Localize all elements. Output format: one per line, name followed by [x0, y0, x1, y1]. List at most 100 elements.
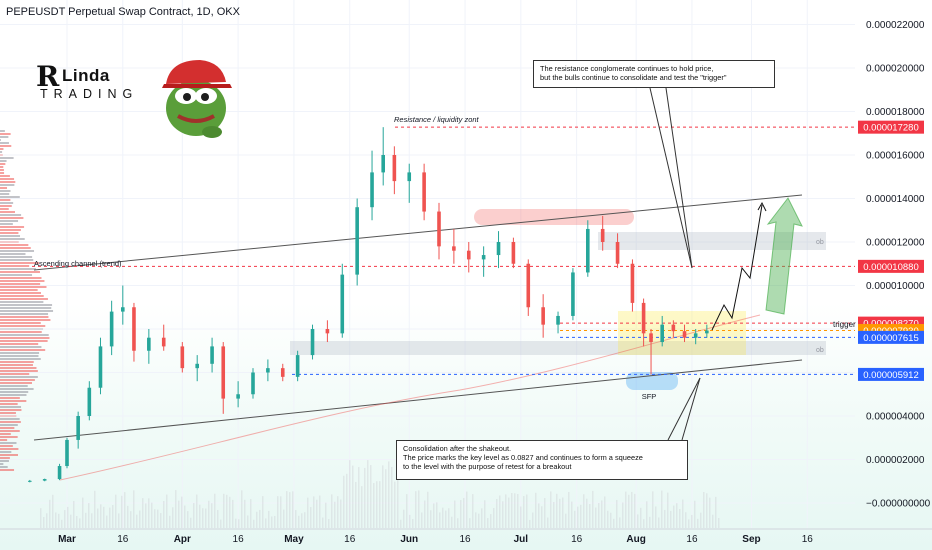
- candle-body: [526, 264, 530, 308]
- volume-bar: [541, 506, 543, 528]
- volume-bar: [46, 513, 48, 528]
- volume-profile-bar: [0, 160, 7, 162]
- volume-bar: [244, 500, 246, 528]
- volume-bar: [325, 503, 327, 528]
- volume-bar: [445, 511, 447, 528]
- volume-bar: [688, 519, 690, 528]
- volume-bar: [277, 496, 279, 528]
- candle-body: [210, 346, 214, 363]
- volume-bar: [358, 467, 360, 528]
- volume-profile-bar: [0, 340, 48, 342]
- volume-bar: [208, 501, 210, 528]
- volume-bar: [664, 510, 666, 528]
- volume-bar: [601, 500, 603, 528]
- volume-profile-bar: [0, 397, 20, 399]
- volume-bar: [259, 510, 261, 528]
- y-tick-label: 0.000022000: [866, 20, 925, 31]
- volume-profile-bar: [0, 451, 11, 453]
- volume-bar: [628, 495, 630, 528]
- volume-bar: [145, 503, 147, 528]
- candle-body: [586, 229, 590, 273]
- trigger-label: trigger: [833, 320, 856, 329]
- volume-bar: [367, 460, 369, 528]
- volume-bar: [508, 498, 510, 528]
- volume-bar: [211, 503, 213, 528]
- volume-bar: [73, 501, 75, 528]
- volume-bar: [637, 514, 639, 528]
- candle-body: [437, 212, 441, 247]
- volume-profile-bar: [0, 376, 38, 378]
- candle-body: [181, 346, 185, 368]
- volume-profile-bar: [0, 430, 20, 432]
- volume-bar: [64, 510, 66, 528]
- volume-bar: [670, 511, 672, 528]
- candle-body: [571, 272, 575, 316]
- volume-bar: [385, 469, 387, 528]
- volume-bar: [607, 511, 609, 528]
- candle-body: [556, 316, 560, 325]
- volume-profile-bar: [0, 178, 14, 180]
- volume-bar: [349, 460, 351, 528]
- volume-profile-bar: [0, 274, 32, 276]
- volume-bar: [40, 508, 42, 528]
- candle-body: [497, 242, 501, 255]
- volume-profile-bar: [0, 208, 9, 210]
- volume-bar: [298, 516, 300, 528]
- volume-bar: [604, 496, 606, 528]
- volume-bar: [631, 492, 633, 528]
- volume-bar: [400, 520, 402, 528]
- volume-profile-bar: [0, 301, 43, 303]
- volume-bar: [295, 510, 297, 528]
- volume-bar: [619, 517, 621, 528]
- volume-profile-bar: [0, 145, 11, 147]
- volume-bar: [646, 501, 648, 528]
- candle-body: [195, 364, 199, 368]
- volume-profile-bar: [0, 142, 9, 144]
- volume-bar: [289, 492, 291, 528]
- volume-bar: [307, 498, 309, 528]
- volume-profile-bar: [0, 379, 35, 381]
- volume-profile-bar: [0, 295, 44, 297]
- volume-profile-bar: [0, 322, 41, 324]
- volume-profile-bar: [0, 172, 4, 174]
- volume-bar: [694, 501, 696, 528]
- volume-bar: [460, 500, 462, 528]
- volume-bar: [649, 517, 651, 528]
- volume-bar: [643, 519, 645, 528]
- volume-bar: [130, 511, 132, 528]
- volume-profile-bar: [0, 337, 49, 339]
- volume-bar: [685, 512, 687, 528]
- volume-bar: [406, 494, 408, 528]
- volume-bar: [505, 494, 507, 528]
- volume-profile-bar: [0, 169, 4, 171]
- candle-body: [631, 264, 635, 303]
- candle-body: [381, 155, 385, 172]
- chart-title: PEPEUSDT Perpetual Swap Contract, 1D, OK…: [6, 6, 240, 18]
- volume-profile-bar: [0, 304, 52, 306]
- volume-bar: [106, 516, 108, 528]
- volume-bar: [568, 492, 570, 528]
- candle-body: [266, 368, 270, 372]
- candle-body: [482, 255, 486, 259]
- volume-bar: [271, 516, 273, 528]
- volume-bar: [76, 516, 78, 528]
- volume-profile-bar: [0, 343, 38, 345]
- volume-profile-bar: [0, 436, 18, 438]
- volume-profile-bar: [0, 268, 36, 270]
- volume-profile-bar: [0, 466, 8, 468]
- candle-body: [601, 229, 605, 242]
- y-tick-label: 0.000016000: [866, 151, 925, 162]
- candle-body: [393, 155, 397, 181]
- volume-bar: [451, 517, 453, 528]
- volume-profile-bar: [0, 433, 11, 435]
- volume-bar: [127, 506, 129, 528]
- volume-profile-bar: [0, 253, 25, 255]
- volume-bar: [265, 518, 267, 528]
- volume-bar: [343, 476, 345, 528]
- volume-profile-bar: [0, 250, 34, 252]
- volume-profile-bar: [0, 217, 23, 219]
- volume-profile-bar: [0, 271, 40, 273]
- callout-pointer-bottom: [682, 378, 700, 440]
- volume-profile-bar: [0, 445, 13, 447]
- volume-profile-bar: [0, 406, 21, 408]
